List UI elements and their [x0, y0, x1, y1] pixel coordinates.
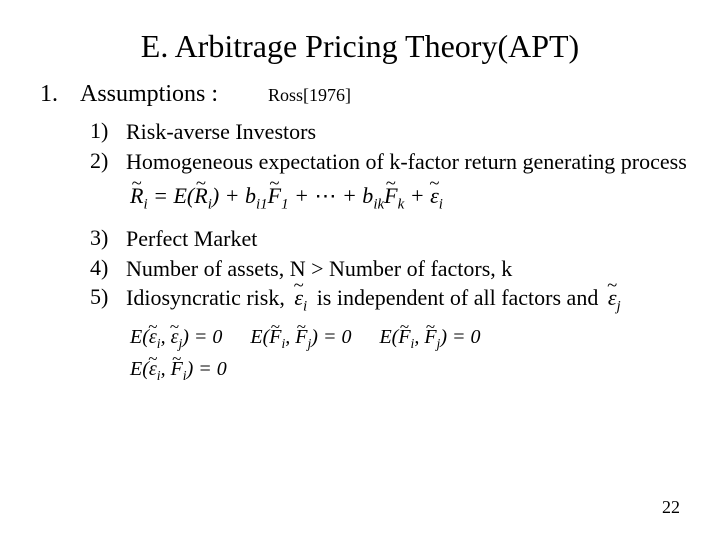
item-text: Risk-averse Investors: [126, 118, 690, 146]
item-text-after: is independent of all factors and: [317, 285, 599, 310]
assumption-list-cont: 3) Perfect Market 4) Number of assets, N…: [90, 225, 690, 316]
list-item: 3) Perfect Market: [90, 225, 690, 253]
page-title: E. Arbitrage Pricing Theory(APT): [30, 28, 690, 65]
item-number: 3): [90, 225, 126, 251]
item-text: Idiosyncratic risk, εi is independent of…: [126, 284, 690, 316]
list-item: 2) Homogeneous expectation of k-factor r…: [90, 148, 690, 176]
page-number: 22: [662, 497, 680, 518]
section-number: 1.: [40, 81, 80, 108]
item-text: Number of assets, N > Number of factors,…: [126, 255, 690, 283]
epsilon-j-icon: εj: [604, 285, 625, 310]
equation-main: Ri = E(Ri) + bi1F1 + ⋯ + bikFk + εi: [130, 183, 690, 213]
item-text: Perfect Market: [126, 225, 690, 253]
item-text-before: Idiosyncratic risk,: [126, 285, 285, 310]
equation-expectations-1: E(εi, εj) = 0E(Fi, Fj) = 0E(Fi, Fj) = 0: [130, 326, 690, 352]
slide: E. Arbitrage Pricing Theory(APT) 1. Assu…: [0, 0, 720, 540]
section-reference: Ross[1976]: [268, 85, 351, 106]
equation-expectations-2: E(εi, Fi) = 0: [130, 358, 690, 384]
list-item: 1) Risk-averse Investors: [90, 118, 690, 146]
list-item: 4) Number of assets, N > Number of facto…: [90, 255, 690, 283]
item-number: 4): [90, 255, 126, 281]
list-item: 5) Idiosyncratic risk, εi is independent…: [90, 284, 690, 316]
item-text: Homogeneous expectation of k-factor retu…: [126, 148, 690, 176]
section-label: Assumptions :: [80, 81, 218, 108]
epsilon-i-icon: εi: [290, 285, 311, 310]
item-number: 2): [90, 148, 126, 174]
item-number: 5): [90, 284, 126, 310]
item-number: 1): [90, 118, 126, 144]
section-heading: 1. Assumptions : Ross[1976]: [40, 81, 690, 108]
assumption-list: 1) Risk-averse Investors 2) Homogeneous …: [90, 118, 690, 175]
